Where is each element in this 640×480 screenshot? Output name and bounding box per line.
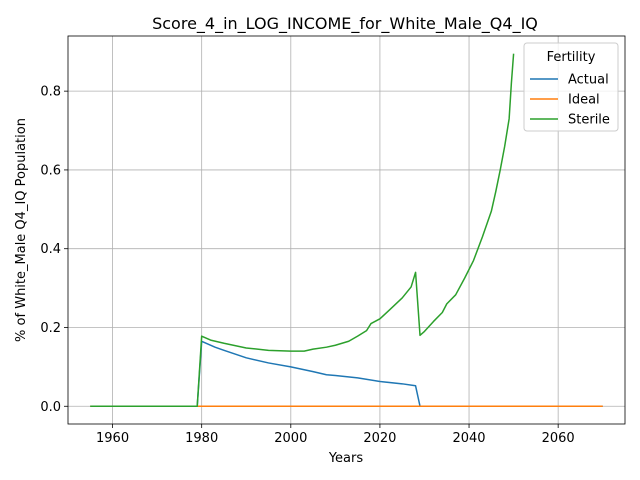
x-tick-label: 2060 xyxy=(542,431,575,446)
y-tick-label: 0.0 xyxy=(40,400,61,415)
x-tick-label: 2040 xyxy=(452,431,485,446)
x-tick-label: 2000 xyxy=(274,431,307,446)
series-line-sterile xyxy=(90,53,515,408)
x-axis: 1960 1980 2000 2020 2040 2060 xyxy=(96,424,575,446)
series-line-actual xyxy=(90,340,603,408)
x-axis-title: Years xyxy=(328,451,364,466)
legend-label-ideal: Ideal xyxy=(568,93,600,108)
legend-label-sterile: Sterile xyxy=(568,113,610,128)
legend: Fertility Actual Ideal Sterile xyxy=(523,42,619,132)
legend-label-actual: Actual xyxy=(568,73,609,88)
plot-frame xyxy=(67,35,626,425)
legend-box xyxy=(523,42,619,132)
y-tick-label: 0.6 xyxy=(40,163,61,178)
x-tick-label: 1980 xyxy=(185,431,218,446)
chart-title: Score_4_in_LOG_INCOME_for_White_Male_Q4_… xyxy=(152,14,538,34)
y-tick-label: 0.4 xyxy=(40,242,61,257)
y-tick-label: 0.8 xyxy=(40,85,61,100)
x-tick-label: 2020 xyxy=(363,431,396,446)
x-tick-label: 1960 xyxy=(96,431,129,446)
y-tick-label: 0.2 xyxy=(40,321,61,336)
y-axis: 0.0 0.2 0.4 0.6 0.8 xyxy=(40,85,68,415)
legend-title: Fertility xyxy=(547,50,596,65)
y-axis-title: % of White_Male Q4_IQ Population xyxy=(14,118,29,342)
series-lines xyxy=(90,53,603,408)
